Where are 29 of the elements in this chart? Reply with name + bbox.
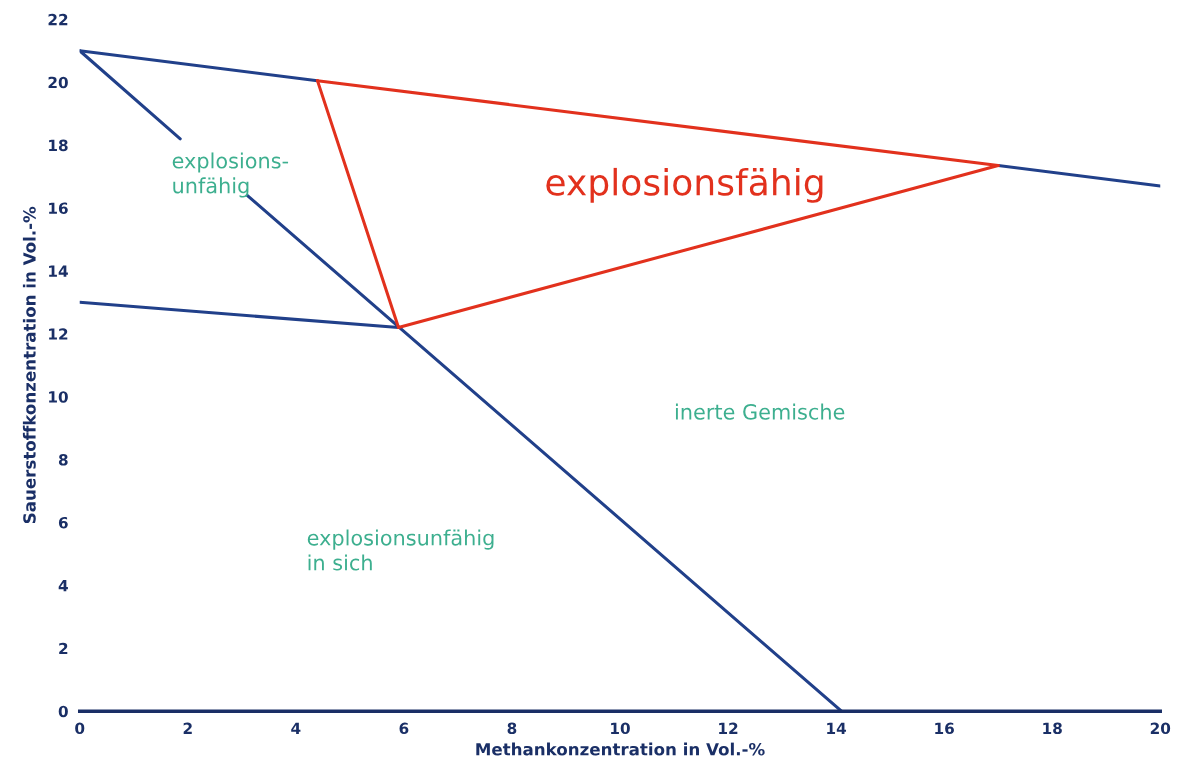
x-tick-label: 18 xyxy=(1043,722,1062,735)
x-axis-title: Methankonzentration in Vol.-% xyxy=(476,742,765,756)
y-tick-label: 10 xyxy=(49,391,68,403)
x-tick-label: 14 xyxy=(827,722,847,734)
x-tick-label: 16 xyxy=(935,722,954,735)
annotation: explosionsunfähig in sich xyxy=(307,529,494,571)
annotation: explosions- unfähig xyxy=(172,152,289,198)
y-tick-label: 8 xyxy=(58,454,68,466)
x-tick-label: 2 xyxy=(183,722,192,734)
y-tick-label: 12 xyxy=(49,328,68,340)
y-tick-label: 6 xyxy=(58,516,68,529)
x-tick-label: 4 xyxy=(291,722,301,734)
x-tick-label: 6 xyxy=(399,722,409,735)
x-tick-label: 8 xyxy=(507,722,517,735)
y-tick-label: 20 xyxy=(48,76,68,89)
y-tick-label: 16 xyxy=(49,202,68,215)
y-tick-label: 2 xyxy=(59,642,68,655)
y-tick-label: 14 xyxy=(49,265,68,277)
y-tick-label: 22 xyxy=(48,13,68,26)
y-tick-label: 0 xyxy=(58,705,68,718)
x-tick-label: 20 xyxy=(1150,722,1171,735)
y-tick-label: 18 xyxy=(49,139,68,152)
x-tick-label: 12 xyxy=(719,722,738,734)
x-tick-label: 0 xyxy=(75,722,85,735)
y-tick-label: 4 xyxy=(58,580,68,592)
annotation: explosionsfähig xyxy=(546,167,823,203)
annotation: inerte Gemische xyxy=(675,403,845,420)
x-tick-label: 10 xyxy=(611,722,630,735)
y-axis-title: Sauerstoffkonzentration in Vol.-% xyxy=(22,206,36,524)
